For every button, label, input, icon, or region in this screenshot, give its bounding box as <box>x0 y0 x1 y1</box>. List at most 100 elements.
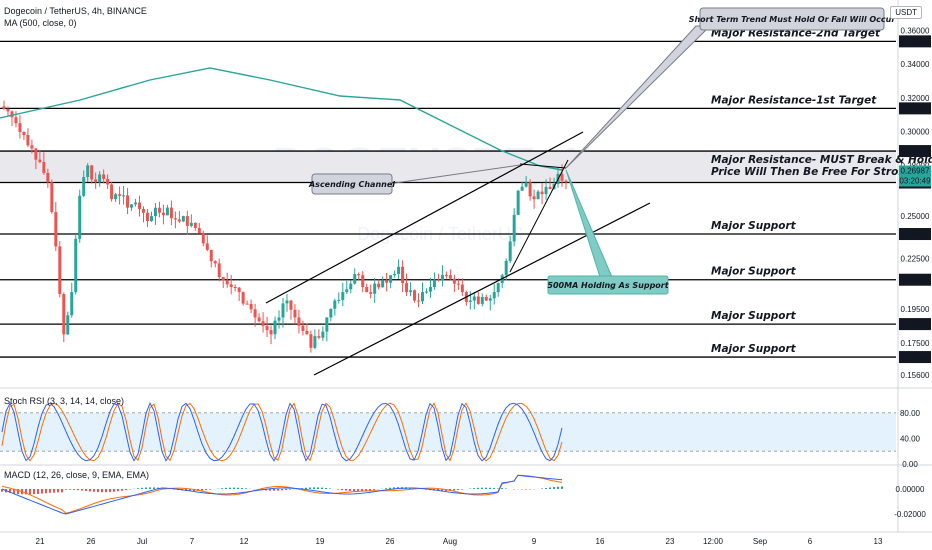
candle-body <box>38 159 42 163</box>
candle-body <box>365 287 369 293</box>
candle-body <box>110 184 114 200</box>
price-badge-text: 0.16654 <box>901 353 930 362</box>
macd-histogram-bar <box>237 487 239 489</box>
candle-body <box>102 174 106 179</box>
macd-histogram-bar <box>245 488 247 489</box>
candle-body <box>444 274 448 276</box>
macd-histogram-bar <box>141 487 143 489</box>
candle-body <box>297 317 301 326</box>
price-tick: 0.36000 <box>901 26 930 35</box>
candle-body <box>118 194 122 196</box>
symbol-title[interactable]: Dogecoin / TetherUS, 4h, BINANCE <box>4 6 147 16</box>
macd-histogram-bar <box>553 487 555 489</box>
candle-body <box>86 165 90 178</box>
candle-body <box>317 336 321 338</box>
macd-histogram-bar <box>453 489 455 491</box>
candle-body <box>325 317 329 332</box>
macd-histogram-bar <box>13 489 15 494</box>
macd-histogram-bar <box>205 489 207 491</box>
level-label: Major Support <box>711 266 797 278</box>
macd-histogram-bar <box>325 488 327 489</box>
candle-body <box>512 214 516 242</box>
macd-histogram-bar <box>389 487 391 489</box>
price-tick: 0.30000 <box>901 128 930 137</box>
macd-histogram-bar <box>37 489 39 494</box>
price-tick: 0.19500 <box>901 305 930 314</box>
price-badge-text: 0.18606 <box>901 320 930 329</box>
countdown-text: 03:20:49 <box>899 177 931 186</box>
candle-body <box>361 275 365 288</box>
candle-body <box>145 212 149 222</box>
candle-body <box>6 108 10 112</box>
macd-histogram-bar <box>461 489 463 490</box>
candle-body <box>377 283 381 288</box>
candle-body <box>257 317 261 322</box>
candle-body <box>401 266 405 284</box>
ma-legend[interactable]: MA (500, close, 0) <box>4 18 77 28</box>
candle-body <box>165 207 169 216</box>
rsi-tick: 40.00 <box>900 434 921 443</box>
date-tick: 16 <box>596 537 605 546</box>
level-label: Major Resistance- MUST Break & Hold - <box>711 154 932 166</box>
candle-body <box>428 287 432 292</box>
candle-body <box>66 315 70 335</box>
candle-body <box>508 241 512 261</box>
macd-histogram-bar <box>265 489 267 491</box>
macd-histogram-bar <box>273 489 275 491</box>
macd-histogram-bar <box>189 489 191 491</box>
macd-histogram-bar <box>229 487 231 489</box>
candle-body <box>22 132 26 135</box>
macd-histogram-bar <box>353 489 355 492</box>
stoch-rsi-legend[interactable]: Stoch RSI (3, 3, 14, 14, close) <box>4 396 125 406</box>
candle-body <box>524 182 528 187</box>
macd-histogram-bar <box>485 487 487 489</box>
macd-histogram-bar <box>441 489 443 492</box>
candle-body <box>488 298 492 301</box>
price-tick: 0.34000 <box>901 60 930 69</box>
macd-histogram-bar <box>549 487 551 489</box>
macd-legend[interactable]: MACD (12, 26, close, 9, EMA, EMA) <box>4 470 150 480</box>
candle-body <box>134 202 138 205</box>
candle-body <box>421 292 424 302</box>
candle-body <box>78 195 82 239</box>
macd-tick: -0.02000 <box>894 510 926 519</box>
candle-body <box>492 292 496 299</box>
candle-body <box>46 172 50 183</box>
candle-body <box>114 194 118 200</box>
candle-body <box>293 309 297 318</box>
candle-body <box>544 186 548 195</box>
rsi-tick: 0.00 <box>902 460 918 469</box>
candle-body <box>94 179 98 183</box>
candle-body <box>413 290 417 301</box>
macd-histogram-bar <box>1 489 3 492</box>
macd-histogram-bar <box>209 489 211 490</box>
date-tick: Aug <box>443 537 457 546</box>
currency-selector[interactable]: USDT <box>890 6 922 19</box>
candle-body <box>70 292 74 316</box>
macd-histogram-bar <box>277 489 279 491</box>
candle-body <box>249 303 253 310</box>
candle-body <box>193 222 197 228</box>
macd-histogram-bar <box>557 486 559 489</box>
candle-body <box>82 177 86 196</box>
candle-body <box>345 289 349 293</box>
candle-body <box>329 308 333 318</box>
candle-body <box>349 283 353 290</box>
candle-body <box>456 283 460 285</box>
candle-body <box>432 279 436 288</box>
macd-histogram-bar <box>561 486 563 489</box>
macd-histogram-bar <box>321 487 323 489</box>
macd-line <box>1 474 563 515</box>
candle-body <box>277 317 281 321</box>
candle-body <box>357 274 361 276</box>
candle-body <box>353 274 357 284</box>
macd-histogram-bar <box>81 489 83 491</box>
date-tick: 21 <box>36 537 45 546</box>
date-tick: 26 <box>386 537 395 546</box>
current-price-text: 0.26987 <box>901 167 930 176</box>
macd-histogram-bar <box>29 489 31 495</box>
candle-body <box>169 207 173 219</box>
candle-body <box>157 207 161 213</box>
